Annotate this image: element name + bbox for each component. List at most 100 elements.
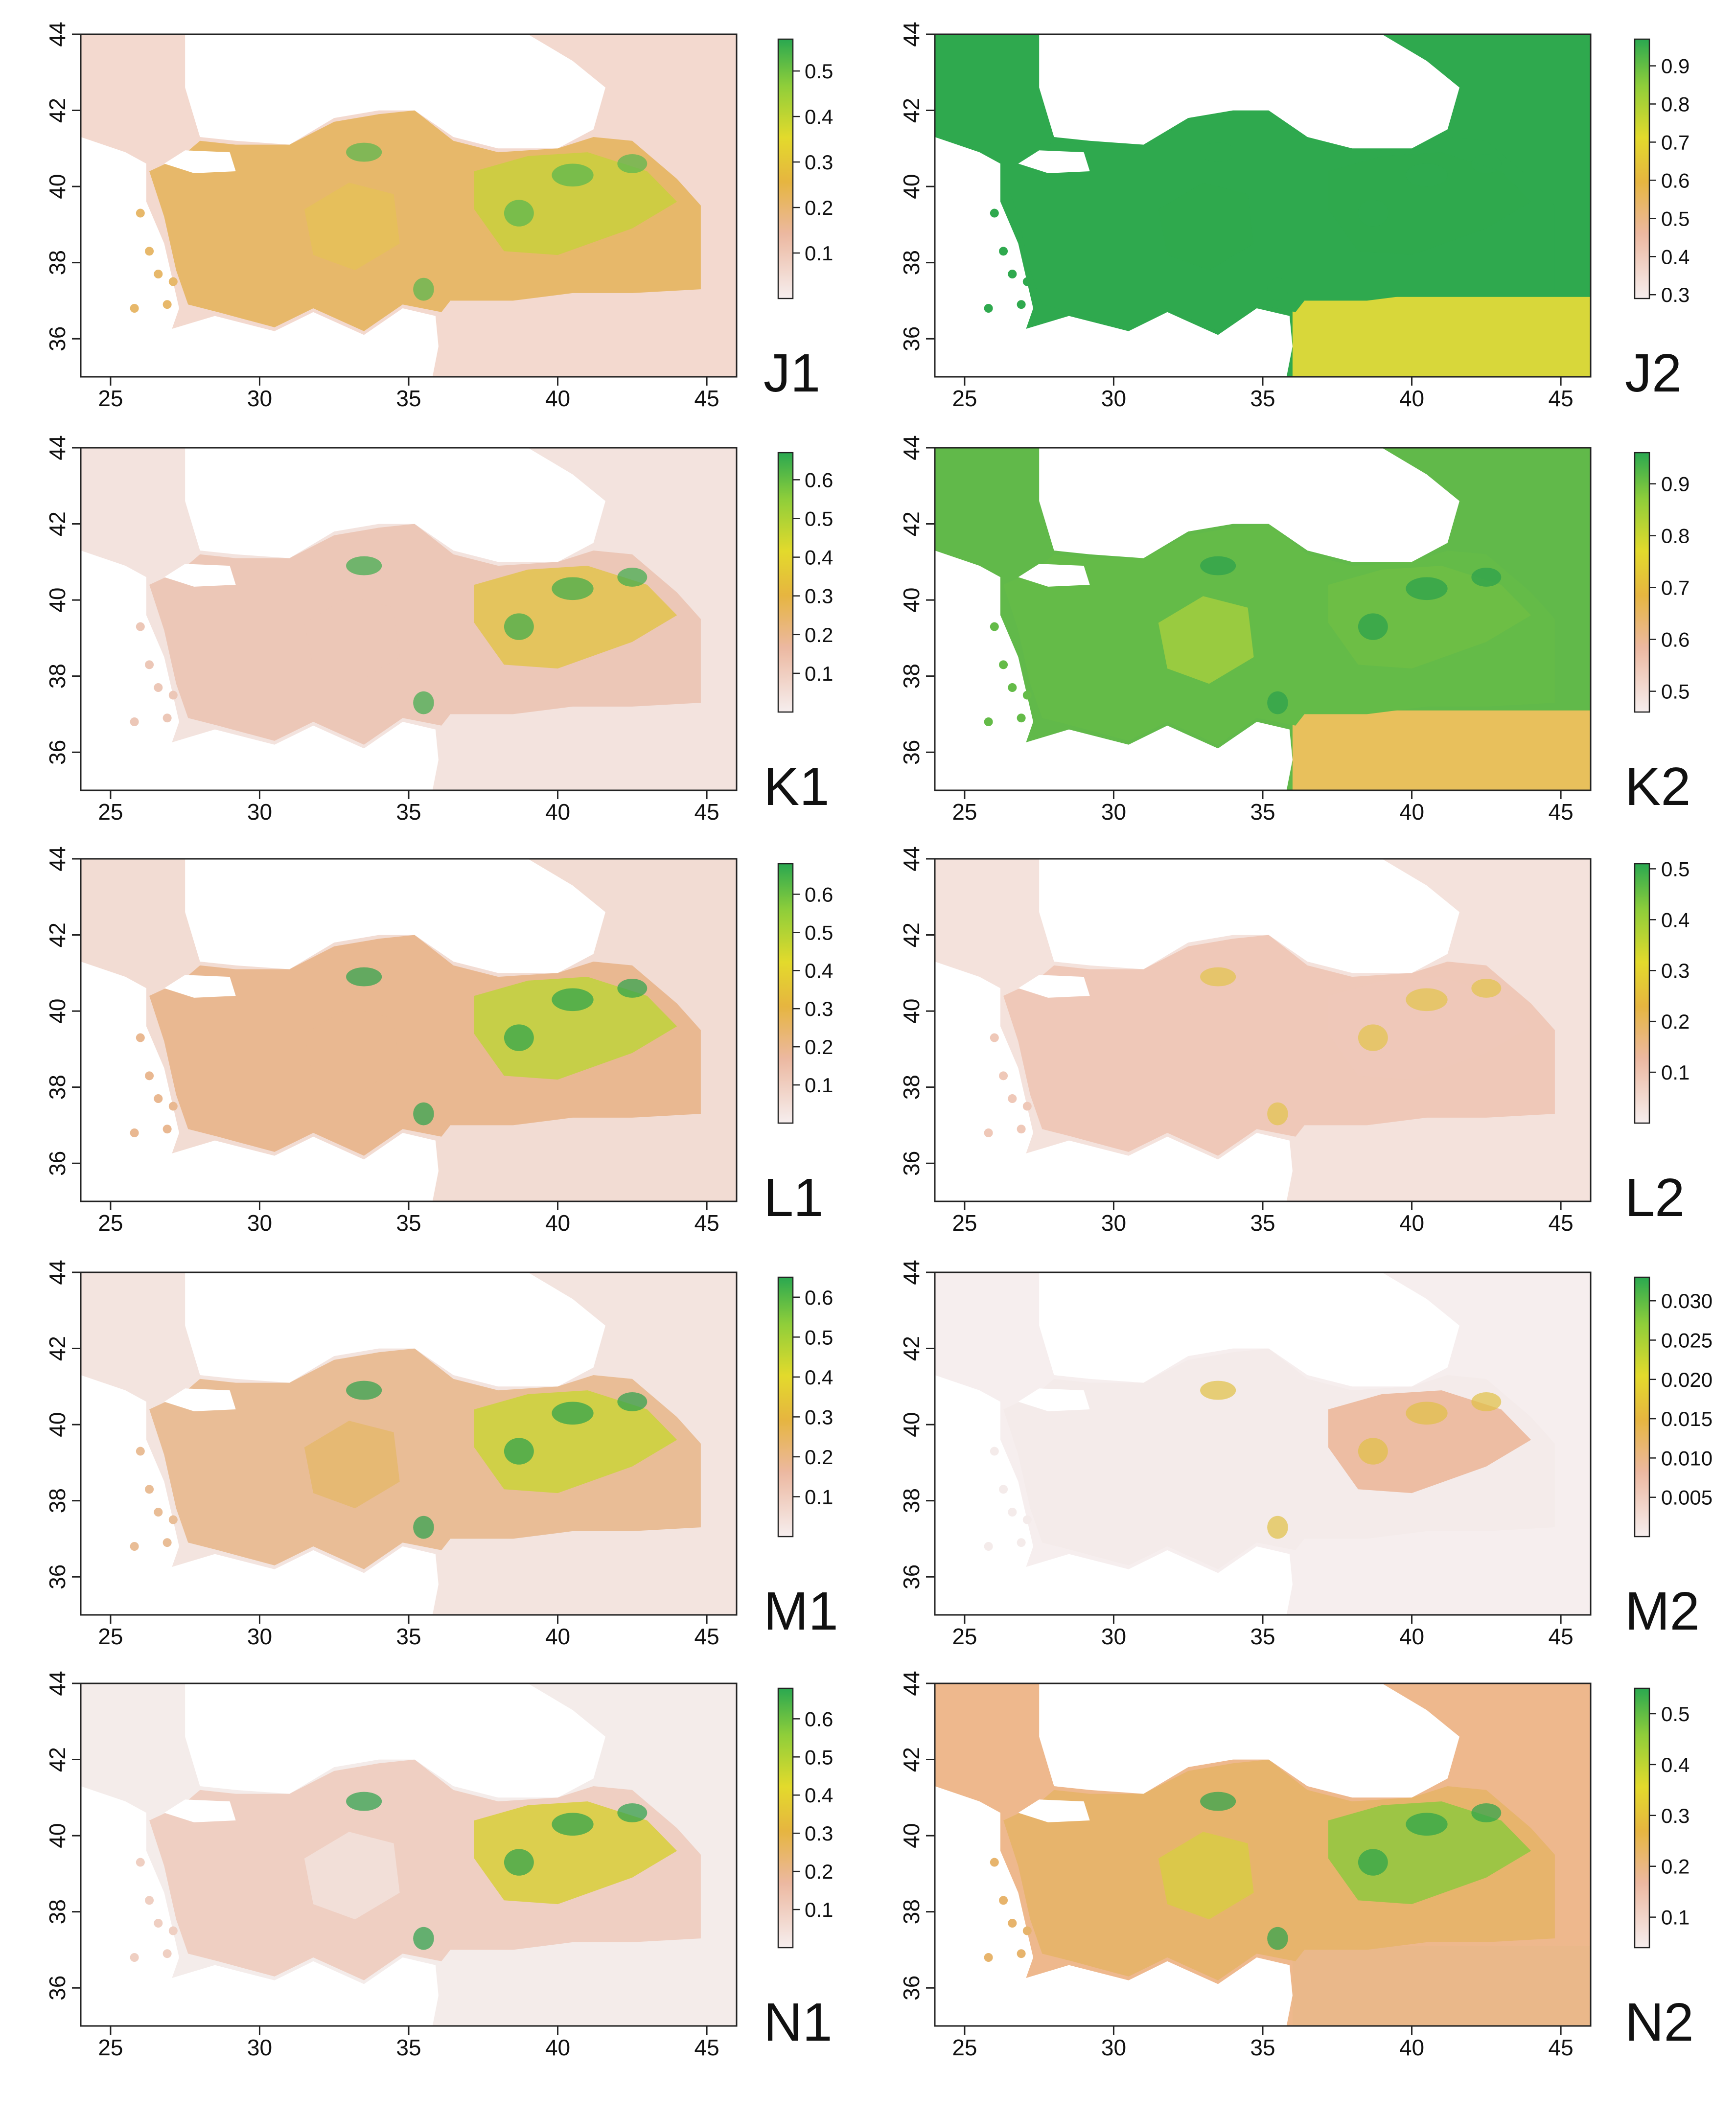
x-tick-label: 25 [952,799,977,825]
high-value-patch [1471,1392,1502,1411]
panel-n2: 25 30 35 40 45 36 38 40 42 44 0.5 0.4 0.3 0.2 0.1 N2 [899,1671,1694,2060]
panel-k1: 25 30 35 40 45 36 38 40 42 44 0.6 0.5 0.4 0.3 0.2 0.1 K1 [45,435,833,825]
y-tick-label: 36 [899,740,924,765]
map-raster [81,1272,737,1615]
y-tick-label: 42 [899,922,924,947]
southern-region [1292,297,1591,377]
island [136,1858,145,1867]
y-tick-label: 44 [899,22,924,46]
high-value-patch [552,988,594,1012]
island [1008,683,1017,692]
y-tick-label: 40 [899,174,924,199]
x-tick-label: 30 [1101,1210,1126,1236]
x-tick-label: 40 [545,2035,570,2060]
y-tick-label: 36 [899,1151,924,1176]
x-tick-label: 30 [247,2035,272,2060]
island [130,1953,139,1962]
x-tick-label: 30 [1101,2035,1126,2060]
high-value-patch [617,1803,648,1822]
panel-k2: 25 30 35 40 45 36 38 40 42 44 0.9 0.8 0.7 0.6 0.5 K2 [899,435,1691,825]
x-tick-label: 30 [247,386,272,411]
y-tick-label: 44 [45,22,70,46]
y-tick-label: 42 [899,98,924,123]
x-tick-label: 30 [247,1624,272,1649]
legend-color-bar [777,1276,794,1538]
legend-color-bar [777,863,794,1124]
legend-tick-label: 0.3 [1661,959,1690,982]
high-value-patch [1471,979,1502,998]
island [130,1128,139,1137]
high-value-patch [1267,277,1288,301]
legend-tick-label: 0.1 [805,1485,833,1508]
y-tick-label: 42 [899,1336,924,1361]
legend-tick-label: 0.9 [1661,473,1690,496]
panel-label: M2 [1625,1581,1700,1641]
mediterranean-sea [1009,1957,1293,2026]
x-tick-label: 45 [694,386,719,411]
y-tick-label: 36 [45,326,70,351]
x-tick-label: 30 [1101,386,1126,411]
island [1017,300,1026,309]
high-value-patch [504,200,534,227]
panel-label: J1 [764,343,820,403]
x-tick-label: 35 [1250,2035,1275,2060]
high-value-patch [1358,613,1388,640]
high-value-patch [1406,1402,1448,1425]
y-tick-label: 40 [899,588,924,613]
central-plateau [1158,1421,1254,1509]
legend-tick-label: 0.020 [1661,1368,1713,1391]
eastern-belt [474,1390,677,1494]
central-plateau [304,1007,400,1095]
x-tick-label: 45 [694,799,719,825]
y-tick-label: 40 [45,1412,70,1437]
sea-of-marmara [164,975,236,998]
map-raster [81,859,737,1201]
x-tick-label: 40 [1399,386,1424,411]
legend-tick-label: 0.015 [1661,1407,1713,1430]
aegean-sea [935,1375,1033,1615]
x-tick-label: 45 [694,2035,719,2060]
panel-m2: 25 30 35 40 45 36 38 40 42 44 0.030 0.025 0.020 0.015… [899,1260,1713,1649]
x-tick-label: 35 [1250,799,1275,825]
x-tick-label: 25 [98,1210,123,1236]
x-tick-label: 25 [98,386,123,411]
map-raster [935,859,1591,1201]
legend-tick-label: 0.6 [805,1286,833,1309]
eastern-belt [1328,152,1531,255]
x-tick-label: 30 [1101,799,1126,825]
sea-of-marmara [1018,1799,1090,1822]
island [990,1033,999,1042]
sea-of-marmara [164,150,236,173]
island [154,683,163,692]
legend-tick-label: 0.4 [805,959,833,982]
central-plateau [304,1421,400,1509]
y-tick-label: 44 [45,435,70,460]
legend-color-bar [1634,1687,1650,1949]
map-raster [935,1683,1591,2026]
black-sea [185,448,605,562]
x-tick-label: 40 [1399,1210,1424,1236]
island [999,1896,1008,1905]
x-tick-label: 40 [1399,799,1424,825]
central-plateau [304,596,400,684]
x-tick-label: 35 [396,386,421,411]
x-tick-label: 35 [396,2035,421,2060]
sea-of-marmara [1018,975,1090,998]
high-value-patch [617,154,648,173]
legend-tick-label: 0.1 [805,1898,833,1921]
aegean-sea [935,962,1033,1201]
island [168,690,178,700]
y-tick-label: 36 [45,1151,70,1176]
legend-tick-label: 0.1 [1661,1061,1690,1084]
black-sea [1039,34,1459,149]
island [168,277,178,286]
black-sea [1039,1272,1459,1387]
mediterranean-sea [1009,722,1293,790]
island [1022,1515,1032,1524]
legend-tick-label: 0.4 [1661,1753,1690,1776]
island [984,304,993,313]
y-tick-label: 42 [45,1336,70,1361]
legend-tick-label: 0.3 [805,151,833,174]
legend-color-bar [1634,863,1650,1124]
y-tick-label: 40 [45,588,70,613]
